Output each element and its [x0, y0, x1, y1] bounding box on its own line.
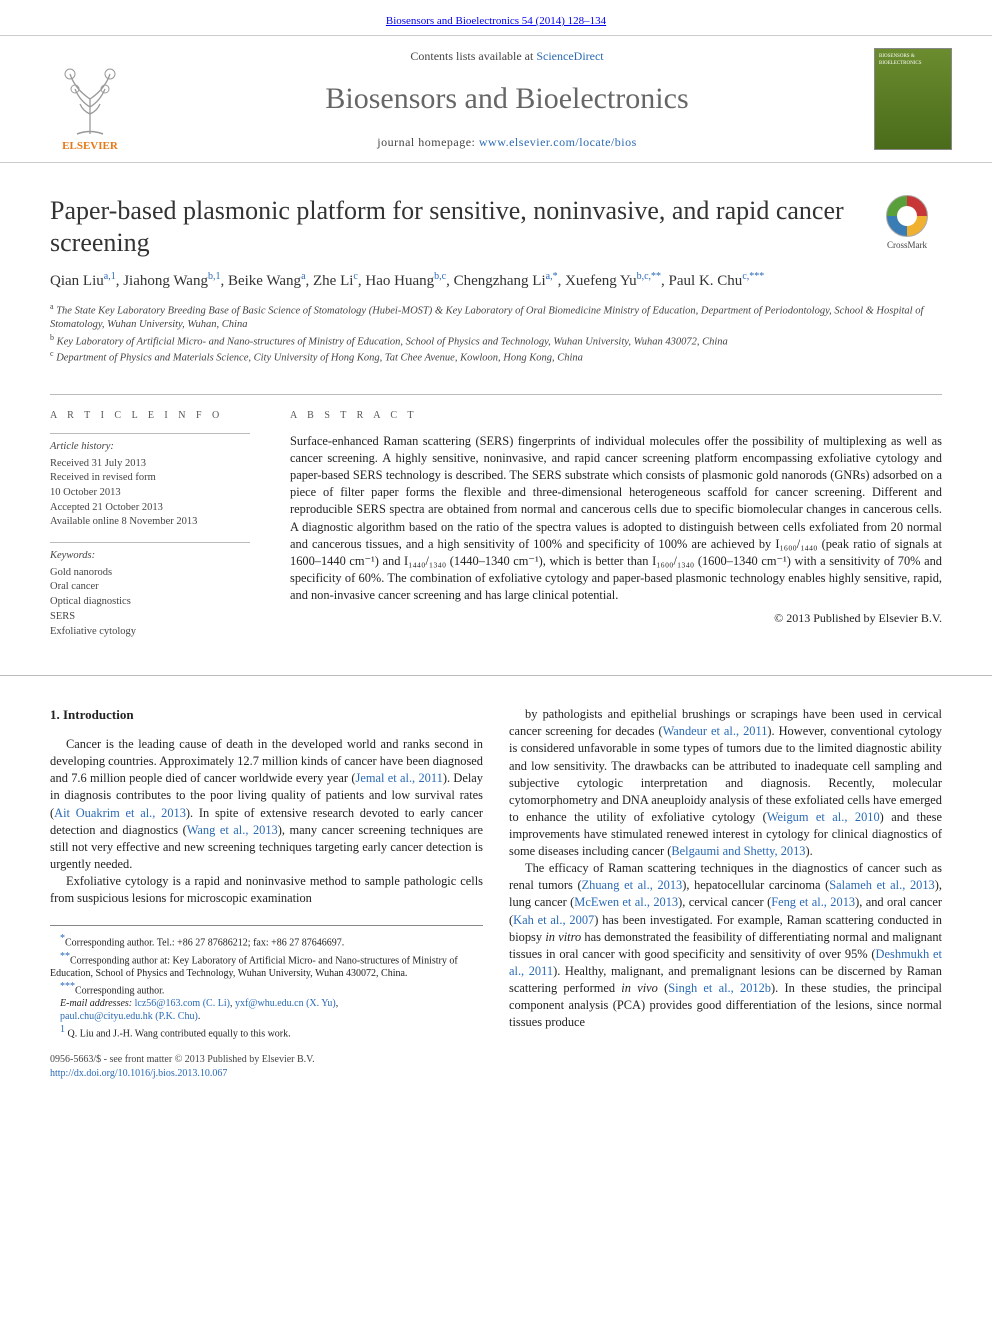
footnote-line: *Corresponding author. Tel.: +86 27 8768… [50, 932, 483, 949]
info-abstract-row: A R T I C L E I N F O Article history: R… [0, 395, 992, 676]
publisher-name: ELSEVIER [62, 139, 118, 154]
intro-paragraph: The efficacy of Raman scattering techniq… [509, 860, 942, 1031]
footer-copyright: 0956-5663/$ - see front matter © 2013 Pu… [50, 1053, 942, 1067]
cover-text: BIOSENSORS & BIOELECTRONICS [879, 53, 947, 67]
footnote-line: ***Corresponding author. [50, 980, 483, 997]
history-head: Article history: [50, 440, 250, 455]
intro-paragraph: Exfoliative cytology is a rapid and noni… [50, 873, 483, 907]
crossmark-icon [886, 195, 928, 237]
header-citation: Biosensors and Bioelectronics 54 (2014) … [0, 0, 992, 36]
right-column: by pathologists and epithelial brushings… [509, 706, 942, 1040]
homepage-link[interactable]: www.elsevier.com/locate/bios [479, 135, 637, 149]
affiliation-line: b Key Laboratory of Artificial Micro- an… [50, 333, 942, 350]
homepage-line: journal homepage: www.elsevier.com/locat… [140, 134, 874, 151]
contents-prefix: Contents lists available at [410, 49, 536, 63]
journal-cover-thumbnail: BIOSENSORS & BIOELECTRONICS [874, 48, 952, 150]
intro-paragraph: Cancer is the leading cause of death in … [50, 736, 483, 873]
keyword: Oral cancer [50, 580, 250, 595]
contents-line: Contents lists available at ScienceDirec… [140, 48, 874, 65]
left-column: 1. Introduction Cancer is the leading ca… [50, 706, 483, 1040]
abstract-label: A B S T R A C T [290, 409, 942, 423]
footnote-line: 1 Q. Liu and J.-H. Wang contributed equa… [50, 1023, 483, 1040]
intro-paragraph: by pathologists and epithelial brushings… [509, 706, 942, 860]
footnote-line: **Corresponding author at: Key Laborator… [50, 950, 483, 980]
article-info-label: A R T I C L E I N F O [50, 409, 250, 423]
affiliation-line: a The State Key Laboratory Breeding Base… [50, 302, 942, 333]
journal-name: Biosensors and Bioelectronics [140, 78, 874, 120]
article-info: A R T I C L E I N F O Article history: R… [50, 409, 250, 651]
article-history: Article history: Received 31 July 2013Re… [50, 433, 250, 530]
footnotes: *Corresponding author. Tel.: +86 27 8768… [50, 925, 483, 1040]
publisher-logo: ELSEVIER [40, 44, 140, 154]
crossmark-label: CrossMark [887, 240, 927, 250]
history-line: Available online 8 November 2013 [50, 515, 250, 530]
body-columns: 1. Introduction Cancer is the leading ca… [0, 676, 992, 1040]
article-header: Paper-based plasmonic platform for sensi… [0, 163, 992, 376]
keywords-block: Keywords: Gold nanorodsOral cancerOptica… [50, 542, 250, 639]
affiliation-line: c Department of Physics and Materials Sc… [50, 349, 942, 366]
masthead-center: Contents lists available at ScienceDirec… [140, 48, 874, 152]
abstract-body: Surface-enhanced Raman scattering (SERS)… [290, 433, 942, 604]
doi-link[interactable]: http://dx.doi.org/10.1016/j.bios.2013.10… [50, 1068, 227, 1079]
crossmark-badge[interactable]: CrossMark [872, 195, 942, 252]
authors-list: Qian Liua,1, Jiahong Wangb,1, Beike Wang… [50, 270, 942, 292]
keywords-head: Keywords: [50, 549, 250, 564]
keyword: Gold nanorods [50, 566, 250, 581]
citation-link[interactable]: Biosensors and Bioelectronics 54 (2014) … [386, 15, 606, 27]
affiliations: a The State Key Laboratory Breeding Base… [50, 302, 942, 366]
article-title: Paper-based plasmonic platform for sensi… [50, 195, 870, 257]
sciencedirect-link[interactable]: ScienceDirect [536, 49, 603, 63]
keyword: SERS [50, 610, 250, 625]
footer: 0956-5663/$ - see front matter © 2013 Pu… [0, 1041, 992, 1097]
keyword: Exfoliative cytology [50, 625, 250, 640]
history-line: Received 31 July 2013 [50, 457, 250, 472]
intro-heading: 1. Introduction [50, 706, 483, 724]
history-line: Accepted 21 October 2013 [50, 501, 250, 516]
abstract: A B S T R A C T Surface-enhanced Raman s… [290, 409, 942, 651]
homepage-prefix: journal homepage: [377, 135, 479, 149]
footnote-line: paul.chu@cityu.edu.hk (P.K. Chu). [50, 1010, 483, 1023]
elsevier-tree-icon [55, 59, 125, 139]
footnote-line: E-mail addresses: lcz56@163.com (C. Li),… [50, 997, 483, 1010]
history-line: 10 October 2013 [50, 486, 250, 501]
history-line: Received in revised form [50, 471, 250, 486]
keyword: Optical diagnostics [50, 595, 250, 610]
masthead: ELSEVIER Contents lists available at Sci… [0, 36, 992, 163]
abstract-copyright: © 2013 Published by Elsevier B.V. [290, 610, 942, 627]
